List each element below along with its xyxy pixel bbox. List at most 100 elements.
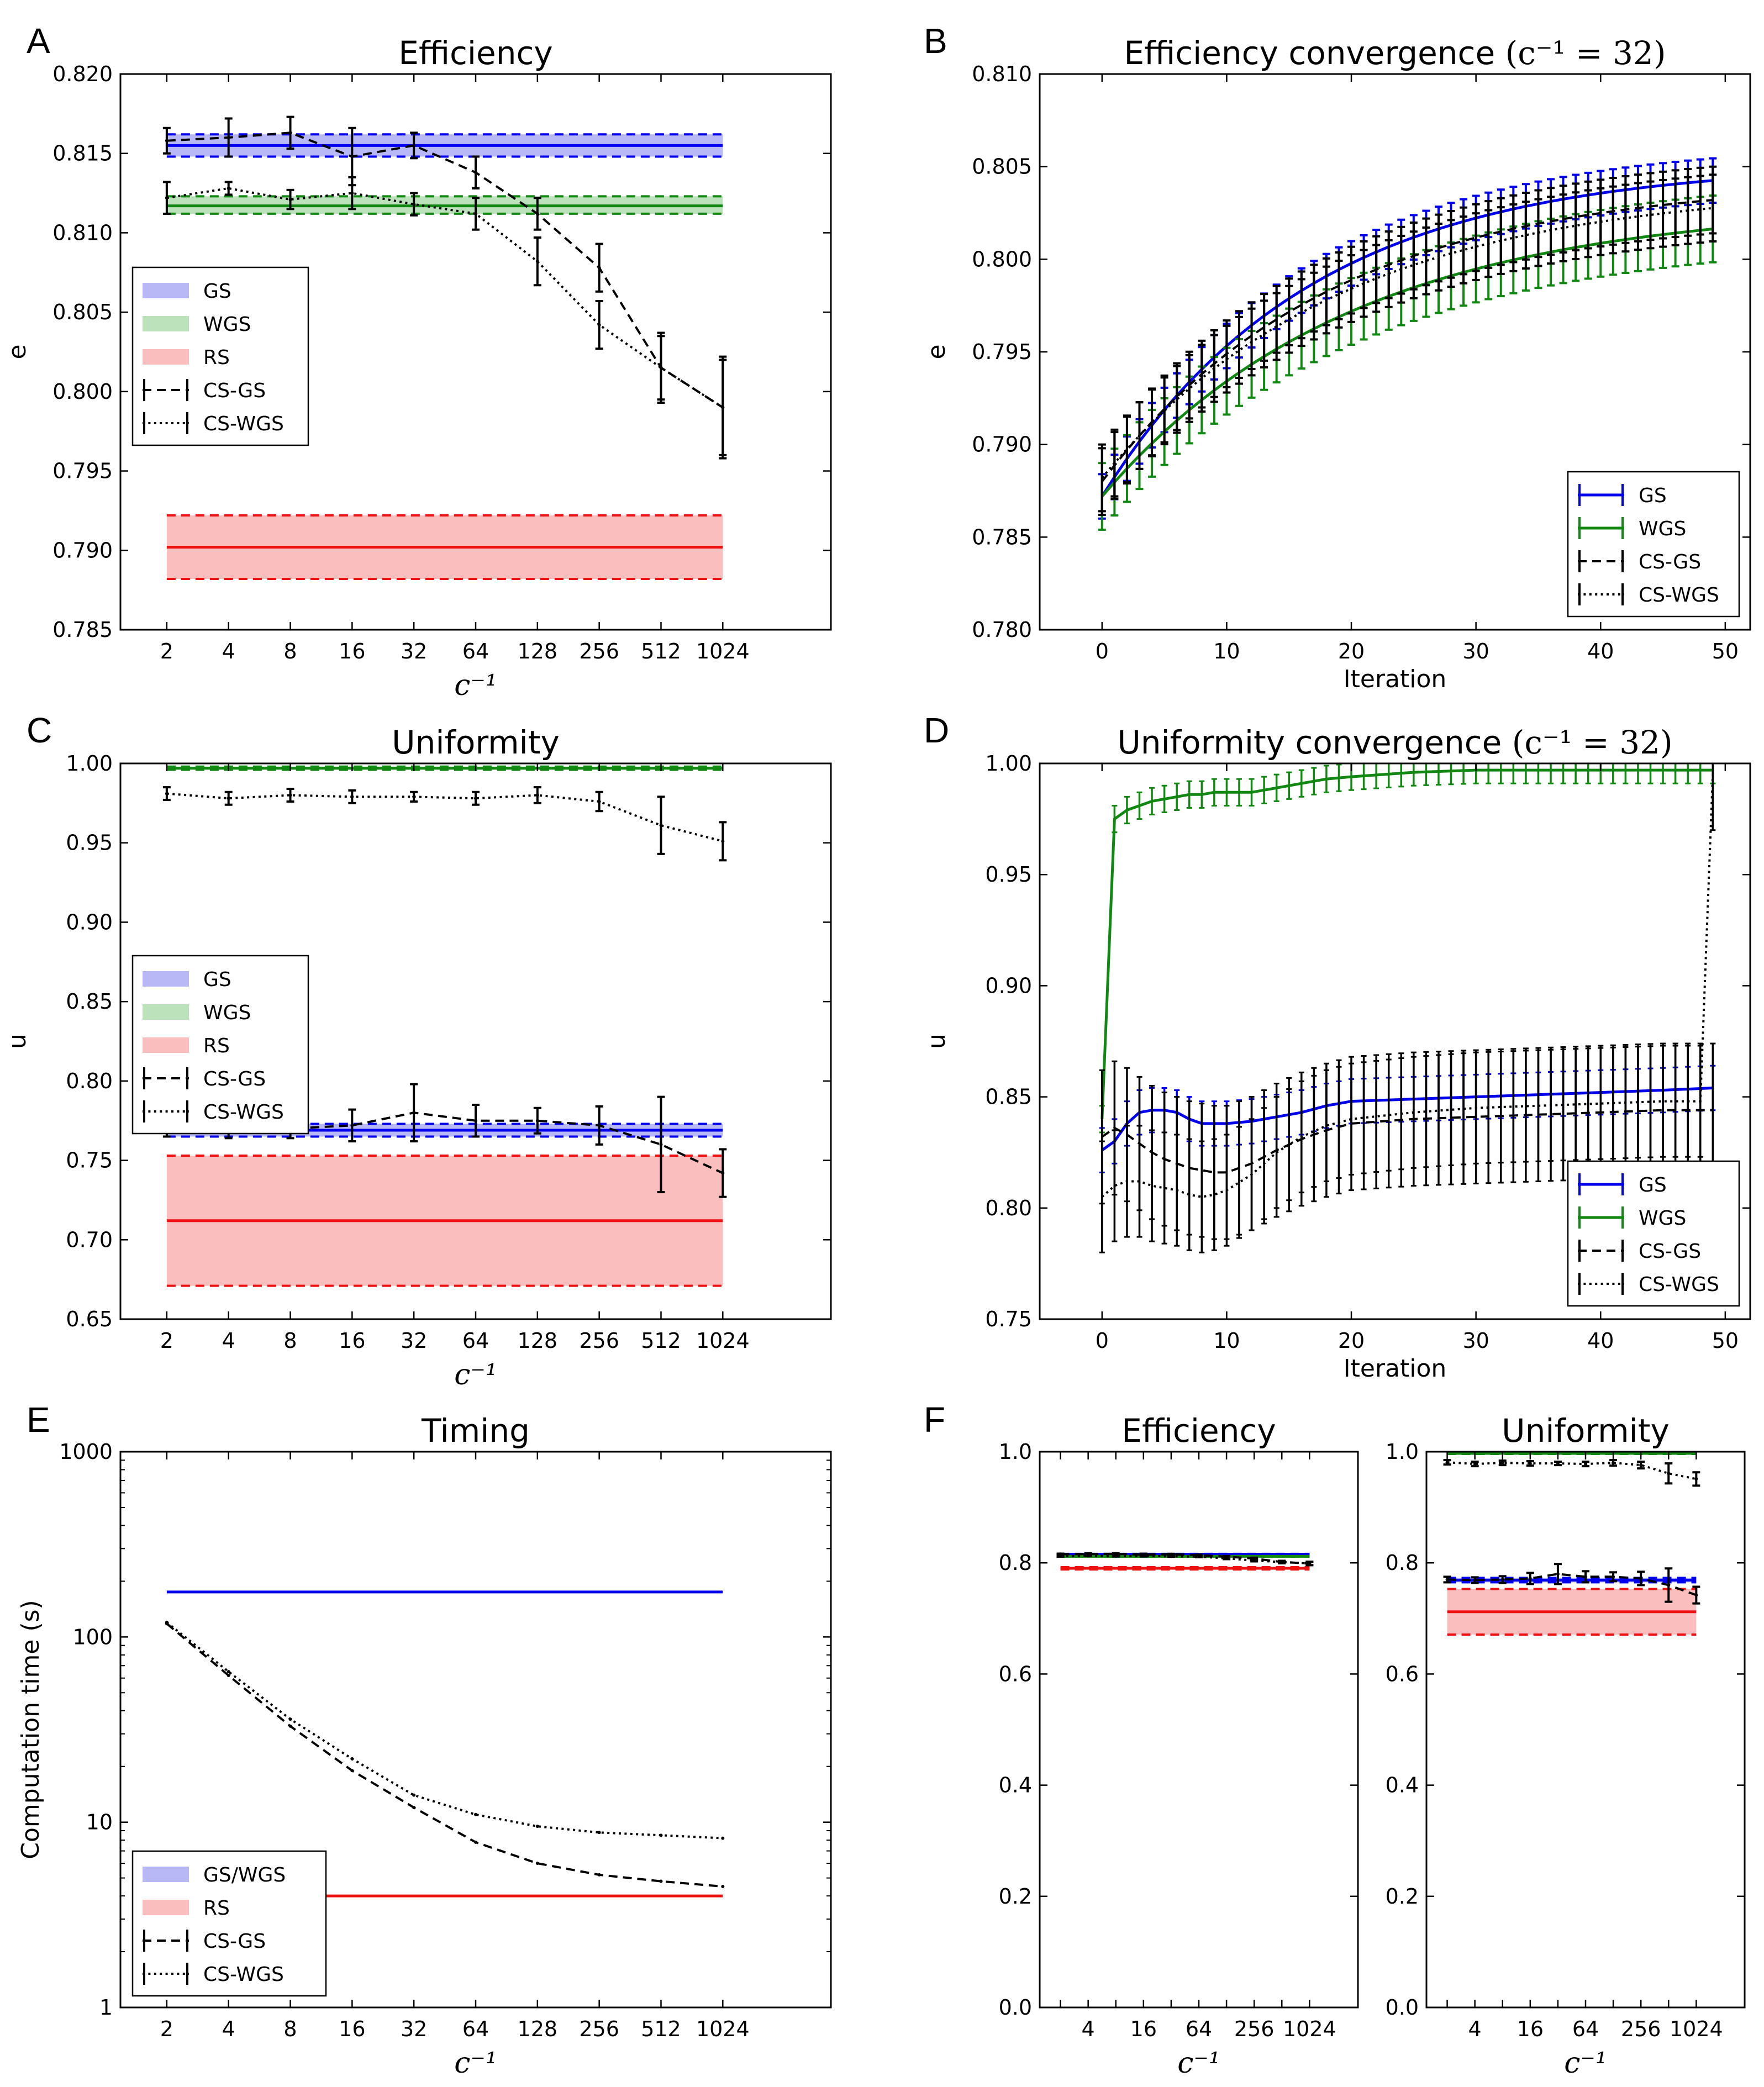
ytick-label: 0.815 xyxy=(52,141,113,166)
xtick-label: 1024 xyxy=(1283,2017,1336,2041)
xtick-label: 20 xyxy=(1338,1329,1365,1353)
point-CS-WGS xyxy=(1225,1556,1229,1560)
xtick-label: 128 xyxy=(518,1329,558,1353)
ytick-label: 0.780 xyxy=(972,618,1032,642)
legend-label: GS xyxy=(1639,1174,1667,1197)
xtick-label: 1024 xyxy=(696,1329,750,1353)
point-CS-WGS xyxy=(165,792,168,795)
panel-F1: 0.0 0.2 0.4 0.6 0.8 1.0 4 16 64 256 1024 Efficiency… xyxy=(924,1400,1359,2080)
point-CS-GS xyxy=(288,1724,292,1728)
point-CS-GS xyxy=(1556,1572,1560,1576)
point-CS-GS xyxy=(1528,1577,1532,1580)
ytick-label: 0.795 xyxy=(52,459,113,483)
ytick-label: 0.800 xyxy=(972,247,1032,271)
legend: GS WGS CS-GS CS-WGS xyxy=(1567,471,1740,618)
panel-label: C xyxy=(27,710,52,750)
point-CS-WGS xyxy=(412,1793,416,1797)
point-CS-GS xyxy=(659,1142,663,1146)
legend: GS WGS RS CS-GS CS-WGS xyxy=(131,955,309,1135)
legend-label: WGS xyxy=(1639,1207,1686,1230)
point-CS-WGS xyxy=(165,1620,168,1624)
x-axis-label: Iteration xyxy=(1344,665,1447,693)
ytick-label: 0.0 xyxy=(999,1995,1032,2020)
legend-swatch-GS xyxy=(143,971,189,987)
ytick-label: 0.80 xyxy=(66,1069,113,1093)
point-CS-WGS xyxy=(288,793,292,797)
chart-title: Efficiency convergence (c⁻¹ = 32) xyxy=(1124,34,1666,72)
xtick-label: 10 xyxy=(1213,1329,1240,1353)
legend-swatch-RS xyxy=(143,349,189,365)
point-CS-WGS xyxy=(721,405,725,409)
ytick-label: 0.785 xyxy=(972,525,1032,549)
legend-label: CS-GS xyxy=(203,1930,266,1953)
legend-label: RS xyxy=(203,1035,230,1057)
y-axis-label: e xyxy=(3,344,31,359)
xtick-label: 4 xyxy=(1082,2017,1095,2041)
legend-label: CS-GS xyxy=(1639,1240,1701,1263)
ytick-label: 1.00 xyxy=(985,751,1032,776)
panel-E: 1 10 100 1000 2 4 8 16 32 64 128 256 512 1024 Timing c⁻… xyxy=(17,1400,832,2080)
x-axis-label: Iteration xyxy=(1344,1355,1447,1383)
chart-title: Uniformity xyxy=(392,724,560,761)
xtick-label: 1024 xyxy=(696,2017,750,2041)
xtick-label: 8 xyxy=(283,639,297,663)
y-axis-label: u xyxy=(3,1034,31,1049)
xtick-label: 1024 xyxy=(1670,2017,1723,2041)
ytick-label: 0.90 xyxy=(66,910,113,934)
point-CS-GS xyxy=(165,139,168,143)
series-line-CS-WGS xyxy=(1101,207,1713,479)
series-line-CS-WGS xyxy=(1101,774,1714,1198)
plot-area xyxy=(1098,157,1717,531)
xtick-label: 4 xyxy=(222,2017,235,2041)
point-CS-GS xyxy=(474,1119,477,1122)
point-CS-WGS xyxy=(1169,1554,1173,1558)
ytick-label: 0.75 xyxy=(985,1307,1032,1331)
series-line-CS-WGS xyxy=(1060,1554,1310,1565)
series-line-WGS xyxy=(1100,768,1713,1119)
chart-title: Timing xyxy=(421,1412,530,1450)
panel-label: D xyxy=(924,710,949,750)
series-line-GS xyxy=(1101,1087,1713,1152)
legend-swatch-WGS xyxy=(143,316,189,331)
chart-title: Efficiency xyxy=(1121,1412,1276,1450)
xtick-label: 32 xyxy=(401,639,427,663)
xtick-label: 20 xyxy=(1338,639,1365,663)
point-CS-WGS xyxy=(1114,1554,1118,1558)
ytick-label: 0.4 xyxy=(1386,1773,1419,1798)
ytick-label: 0.810 xyxy=(52,220,113,245)
series-line-CS-GS xyxy=(1101,199,1713,482)
series-line-CS-GS xyxy=(1447,1573,1697,1596)
ytick-label: 0.2 xyxy=(999,1884,1032,1909)
point-CS-WGS xyxy=(288,1717,292,1721)
legend-swatch-RS xyxy=(143,1037,189,1053)
xtick-label: 64 xyxy=(1186,2017,1212,2041)
legend-swatch-GS/WGS xyxy=(143,1867,189,1882)
ytick-label: 0.95 xyxy=(985,862,1032,887)
point-CS-GS xyxy=(659,1879,663,1883)
point-CS-WGS xyxy=(350,1757,354,1761)
point-CS-GS xyxy=(1667,1583,1671,1587)
point-CS-GS xyxy=(1639,1577,1643,1580)
point-CS-WGS xyxy=(1639,1463,1643,1467)
xtick-label: 128 xyxy=(518,2017,558,2041)
ytick-label: 0.8 xyxy=(1386,1551,1419,1575)
legend-label: GS xyxy=(1639,484,1667,507)
point-CS-WGS xyxy=(535,260,539,263)
legend-label: GS/WGS xyxy=(203,1864,286,1886)
point-CS-WGS xyxy=(597,1831,601,1835)
point-CS-WGS xyxy=(597,323,601,327)
legend-label: CS-GS xyxy=(203,1068,266,1090)
point-CS-WGS xyxy=(1059,1554,1062,1558)
xtick-label: 256 xyxy=(579,1329,619,1353)
panel-D: 0.75 0.80 0.85 0.90 0.95 1.00 0 10 20 30 40 50 Unifo… xyxy=(923,710,1751,1383)
xtick-label: 64 xyxy=(462,2017,489,2041)
axes-frame xyxy=(1039,762,1751,1320)
xtick-label: 16 xyxy=(339,1329,365,1353)
panel-label: A xyxy=(27,21,50,61)
xtick-label: 32 xyxy=(401,2017,427,2041)
point-CS-GS xyxy=(474,1840,477,1844)
panel-label: E xyxy=(27,1400,50,1440)
xtick-label: 64 xyxy=(1572,2017,1599,2041)
ytick-label: 0.805 xyxy=(52,300,113,324)
